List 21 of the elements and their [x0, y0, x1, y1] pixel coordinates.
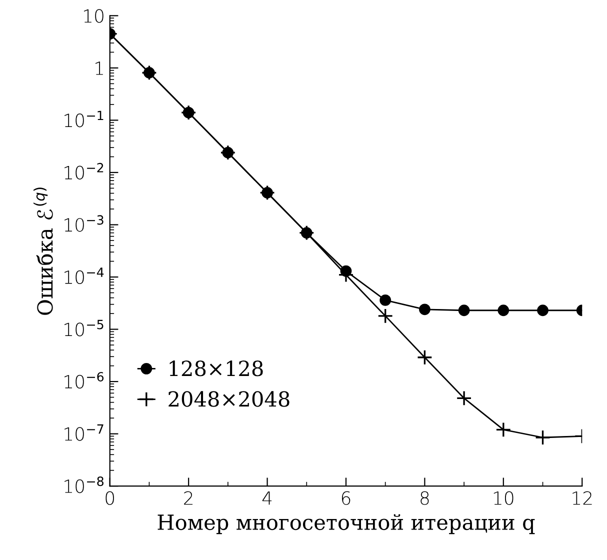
y-tick-label: 1: [96, 62, 103, 75]
y-tick-label: 10: [84, 9, 104, 23]
y-axis-title: Ошибка ℰ$^{(q)}$: [34, 188, 53, 315]
x-tick-label: 0: [106, 491, 114, 505]
y-tick-label: 10$^{−6}$: [64, 372, 104, 389]
y-tick-label: 10$^{−4}$: [64, 268, 104, 284]
y-tick-label: 10$^{−7}$: [64, 424, 104, 441]
legend-label: 128×128: [170, 360, 263, 376]
x-tick-label: 6: [342, 491, 350, 505]
x-tick-label: 12: [572, 491, 592, 505]
legend-label: 2048×2048: [168, 391, 290, 407]
x-axis-title: Номер многосеточной итерации q: [158, 514, 535, 534]
x-tick-label: 10: [494, 491, 514, 505]
y-tick-label: 10$^{−3}$: [64, 215, 104, 232]
x-tick-label: 2: [184, 491, 193, 505]
x-tick-label: 8: [420, 491, 429, 505]
x-tick-label: 4: [262, 491, 272, 505]
y-tick-label: 10$^{−1}$: [64, 110, 104, 128]
y-tick-label: 10$^{−5}$: [64, 320, 104, 336]
y-tick-label: 10$^{−2}$: [64, 162, 104, 180]
y-tick-label: 10$^{−8}$: [64, 476, 104, 494]
